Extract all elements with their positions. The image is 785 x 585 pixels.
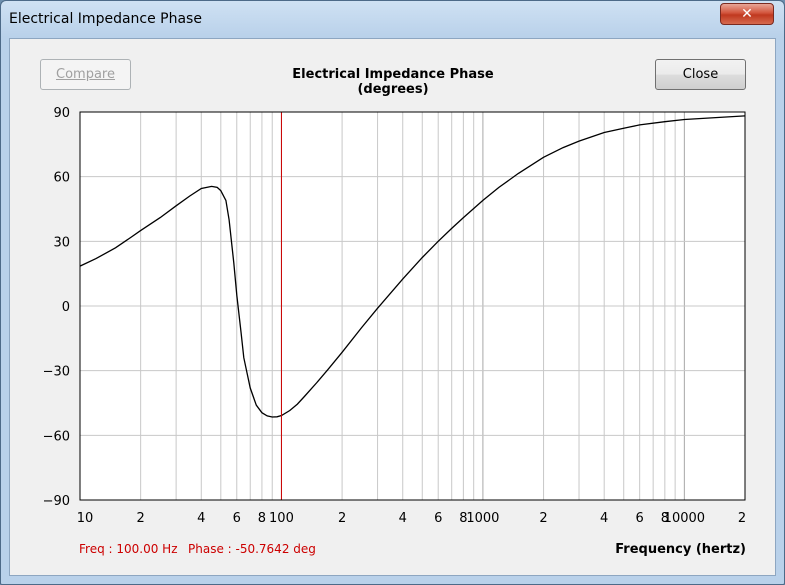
freq-readout: Freq : 100.00 Hz bbox=[79, 542, 178, 556]
x-tick-label: 6 bbox=[434, 511, 442, 526]
y-tick-labels: 90 60 30 0 −30 −60 −90 bbox=[43, 106, 70, 509]
x-tick-label: 2 bbox=[137, 511, 145, 526]
y-tick-label: 90 bbox=[53, 106, 70, 121]
x-tick-label: 2 bbox=[338, 511, 346, 526]
y-tick-label: −60 bbox=[43, 429, 70, 444]
x-tick-label: 10 bbox=[77, 511, 94, 526]
x-tick-label: 2 bbox=[539, 511, 547, 526]
x-tick-label: 10000 bbox=[664, 511, 705, 526]
y-tick-label: −90 bbox=[43, 494, 70, 509]
x-tick-label: 4 bbox=[399, 511, 407, 526]
x-tick-label: 8 bbox=[661, 511, 669, 526]
x-tick-label: 100 bbox=[269, 511, 294, 526]
compare-button-label: Compare bbox=[56, 67, 115, 82]
x-tick-label: 4 bbox=[600, 511, 608, 526]
x-tick-label: 6 bbox=[233, 511, 241, 526]
plot-border bbox=[79, 111, 746, 501]
window-close-icon[interactable]: ✕ bbox=[720, 3, 774, 25]
compare-button[interactable]: Compare bbox=[40, 59, 131, 90]
x-tick-label: 6 bbox=[636, 511, 644, 526]
phase-curve bbox=[79, 115, 746, 418]
chart-title: Electrical Impedance Phase (degrees) bbox=[292, 67, 494, 97]
y-tick-label: 0 bbox=[62, 300, 70, 315]
grid-lines bbox=[80, 112, 745, 500]
x-tick-label: 1000 bbox=[466, 511, 499, 526]
phase-readout: Phase : -50.7642 deg bbox=[188, 542, 316, 556]
y-tick-label: 30 bbox=[53, 235, 70, 250]
x-tick-label: 8 bbox=[258, 511, 266, 526]
window-title: Electrical Impedance Phase bbox=[9, 11, 202, 27]
title-bar[interactable]: Electrical Impedance Phase ✕ bbox=[1, 1, 784, 37]
x-axis-label: Frequency (hertz) bbox=[615, 542, 746, 557]
x-tick-label: 2 bbox=[738, 511, 746, 526]
x-tick-label: 8 bbox=[459, 511, 467, 526]
y-tick-label: 60 bbox=[53, 171, 70, 186]
x-tick-label: 4 bbox=[197, 511, 205, 526]
y-tick-label: −30 bbox=[43, 365, 70, 380]
close-button[interactable]: Close bbox=[655, 59, 746, 90]
